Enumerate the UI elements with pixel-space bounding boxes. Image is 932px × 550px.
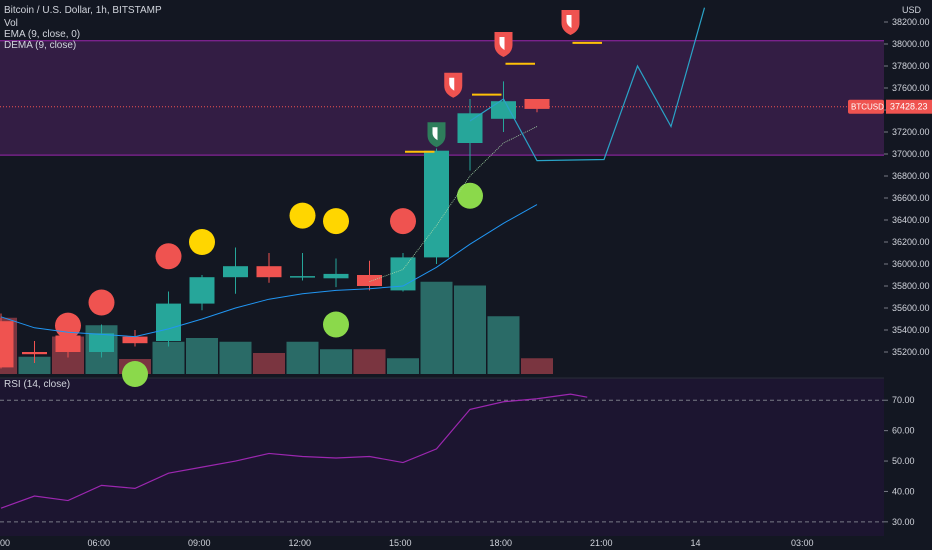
candle-body [424, 150, 449, 258]
candle-body [357, 275, 382, 286]
sell-marker-icon-glyph [566, 15, 572, 28]
yellow-signal-circle [323, 208, 349, 235]
candle-body [156, 303, 181, 341]
dema-legend: DEMA (9, close) [4, 40, 77, 51]
price-tick-label: 36400.00 [892, 215, 930, 225]
lime-signal-circle [323, 311, 349, 338]
price-tick-label: 35800.00 [892, 281, 930, 291]
candle-body [457, 113, 483, 143]
price-tick-label: 35200.00 [892, 347, 930, 357]
rsi-line [0, 393, 588, 509]
volume-bar [186, 338, 218, 374]
price-tick-label: 38000.00 [892, 39, 930, 49]
price-tick-label: 36000.00 [892, 259, 930, 269]
time-tick-label: 14 [691, 538, 701, 548]
price-tick-label: 37200.00 [892, 127, 930, 137]
time-tick-label: 06:00 [88, 538, 111, 548]
symbol-tag-text: BTCUSD [851, 103, 884, 112]
candle-body [390, 257, 416, 291]
sell-marker-icon-glyph [499, 37, 505, 50]
volume-bar [521, 358, 553, 374]
candle-body [491, 101, 516, 119]
rsi-tick-label: 50.00 [892, 456, 915, 466]
candle-body [524, 99, 550, 109]
yellow-signal-circle [289, 202, 316, 229]
red-signal-circle [390, 208, 416, 235]
sell-marker-icon-glyph [449, 77, 455, 91]
candle-body [256, 266, 282, 278]
dema-line [369, 126, 538, 282]
ema-line [0, 204, 538, 338]
volume-bar [487, 316, 520, 374]
time-tick-label: 12:00 [289, 538, 312, 548]
candle-body [0, 321, 14, 368]
rsi-pane [0, 378, 884, 538]
time-tick-label: 09:00 [188, 538, 211, 548]
price-tick-label: 38200.00 [892, 17, 930, 27]
rsi-tick-label: 40.00 [892, 486, 915, 496]
price-tick-label: 36800.00 [892, 171, 930, 181]
candle-body [22, 352, 47, 355]
candle-body [290, 276, 315, 278]
time-tick-label: 03:00 [791, 538, 814, 548]
time-axis-bg [0, 536, 932, 550]
symbol-tag [848, 99, 884, 114]
candle-body [55, 335, 81, 352]
price-tick-label: 37600.00 [892, 83, 930, 93]
rsi-tick-label: 30.00 [892, 517, 915, 527]
red-signal-circle [88, 289, 115, 316]
lime-signal-circle [457, 182, 483, 209]
price-tick-label: 37000.00 [892, 149, 930, 159]
price-tag [886, 99, 932, 114]
volume-bar [253, 353, 285, 374]
lime-signal-circle [122, 361, 148, 387]
price-tick-label: 36200.00 [892, 237, 930, 247]
volume-bar [152, 341, 185, 374]
candle-body [122, 336, 148, 344]
time-tick-label: 15:00 [389, 538, 412, 548]
yellow-signal-circle [189, 229, 215, 255]
candle-body [89, 333, 114, 352]
buy-marker-icon-glyph [432, 127, 438, 141]
time-tick-label: 21:00 [590, 538, 613, 548]
price-tag-text: 37428.23 [890, 102, 928, 112]
rsi-tick-label: 60.00 [892, 426, 915, 436]
ema-legend: EMA (9, close, 0) [4, 29, 81, 40]
volume-bar [320, 349, 352, 374]
symbol-title: Bitcoin / U.S. Dollar, 1h, BITSTAMP [4, 5, 162, 16]
rsi-legend: RSI (14, close) [4, 379, 71, 390]
price-tick-label: 35400.00 [892, 325, 930, 335]
candle-body [223, 266, 248, 278]
price-axis-bg [884, 0, 932, 550]
time-tick-label: 18:00 [490, 538, 513, 548]
volume-bar [420, 281, 453, 374]
forecast-line [469, 7, 706, 162]
volume-bar [387, 358, 419, 374]
price-tick-label: 35600.00 [892, 303, 930, 313]
candle-body [189, 277, 215, 304]
volume-bar [219, 341, 252, 374]
time-tick-label: 00 [0, 538, 10, 548]
volume-bar [286, 341, 319, 374]
price-tick-label: 36600.00 [892, 193, 930, 203]
volume-bar [353, 349, 386, 374]
vol-legend: Vol [4, 18, 18, 29]
currency-label: USD [902, 5, 922, 15]
candle-body [323, 273, 349, 279]
rsi-tick-label: 70.00 [892, 395, 915, 405]
volume-bar [18, 356, 51, 374]
red-signal-circle [155, 243, 182, 270]
price-tick-label: 37800.00 [892, 61, 930, 71]
volume-bar [454, 285, 486, 374]
